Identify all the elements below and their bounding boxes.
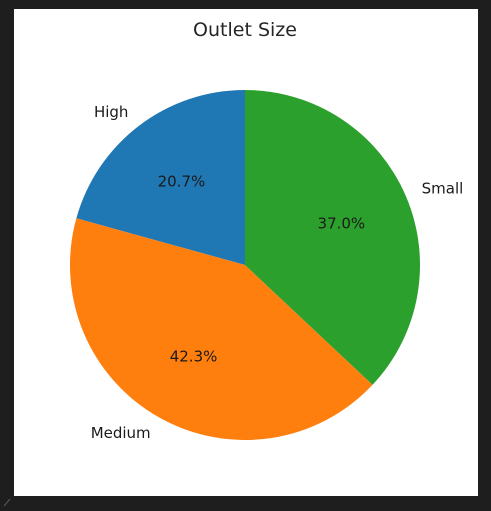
pie-chart: Outlet Size 20.7% High 42.3% Medium 37.0% Sma…	[69, 19, 464, 442]
pie-percent-label-small: 37.0%	[318, 214, 366, 232]
pie-percent-label-high: 20.7%	[158, 172, 206, 190]
pie-slice-high	[76, 90, 245, 265]
pie-slices	[69, 90, 420, 441]
pie-slice-small	[245, 90, 420, 385]
pie-labels: 20.7% High 42.3% Medium 37.0% Small	[91, 103, 464, 442]
scroll-corner-icon	[3, 498, 11, 507]
chart-canvas: Outlet Size 20.7% High 42.3% Medium 37.0% Sma…	[14, 9, 478, 496]
pie-category-label-high: High	[94, 103, 128, 121]
chart-title: Outlet Size	[193, 19, 297, 41]
pie-category-label-small: Small	[422, 180, 464, 198]
pie-slice-medium	[69, 218, 373, 441]
pie-category-label-medium: Medium	[91, 424, 151, 442]
pie-percent-label-medium: 42.3%	[170, 348, 218, 366]
